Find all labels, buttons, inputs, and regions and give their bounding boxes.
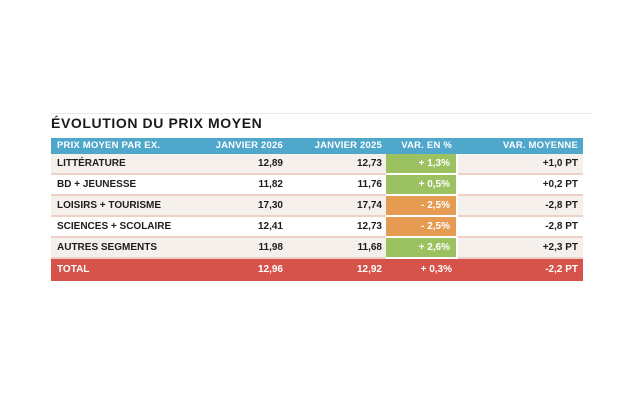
- row-label: LOISIRS + TOURISME: [51, 196, 197, 217]
- page-title: ÉVOLUTION DU PRIX MOYEN: [51, 115, 263, 131]
- var-average: +2,3 PT: [458, 238, 583, 259]
- table-row: BD + JEUNESSE 11,82 11,76 + 0,5% +0,2 PT: [51, 175, 583, 196]
- total-var-percent: + 0,3%: [420, 264, 452, 275]
- price-2025: 12,73: [287, 217, 386, 238]
- total-label: TOTAL: [57, 264, 90, 275]
- var-average: +0,2 PT: [458, 175, 583, 196]
- var-percent-badge: + 2,6%: [386, 238, 458, 259]
- row-label: LITTÉRATURE: [51, 154, 197, 175]
- table-total-row: TOTAL 12,96 12,92 + 0,3% -2,2 PT: [51, 259, 583, 281]
- total-price-2025: 12,92: [356, 264, 382, 275]
- table-row: AUTRES SEGMENTS 11,98 11,68 + 2,6% +2,3 …: [51, 238, 583, 259]
- price-2026: 17,30: [197, 196, 287, 217]
- row-label: AUTRES SEGMENTS: [51, 238, 197, 259]
- total-price-2026: 12,96: [257, 264, 283, 275]
- price-2026: 12,89: [197, 154, 287, 175]
- price-2025: 11,68: [287, 238, 386, 259]
- total-var-average: -2,2 PT: [545, 264, 578, 275]
- header-prix-moyen: PRIX MOYEN PAR EX.: [57, 140, 161, 151]
- header-var-percent: VAR. EN %: [401, 140, 452, 151]
- table-row: SCIENCES + SCOLAIRE 12,41 12,73 - 2,5% -…: [51, 217, 583, 238]
- table-row: LITTÉRATURE 12,89 12,73 + 1,3% +1,0 PT: [51, 154, 583, 175]
- price-evolution-panel: ÉVOLUTION DU PRIX MOYEN PRIX MOYEN PAR E…: [51, 113, 593, 281]
- price-2025: 11,76: [287, 175, 386, 196]
- var-average: -2,8 PT: [458, 217, 583, 238]
- price-2025: 12,73: [287, 154, 386, 175]
- header-var-moyenne: VAR. MOYENNE: [502, 140, 578, 151]
- price-2026: 11,82: [197, 175, 287, 196]
- var-percent-badge: + 1,3%: [386, 154, 458, 175]
- header-janvier-2026: JANVIER 2026: [215, 140, 283, 151]
- header-janvier-2025: JANVIER 2025: [314, 140, 382, 151]
- top-divider: [51, 113, 593, 114]
- var-percent-badge: - 2,5%: [386, 196, 458, 217]
- var-percent-badge: + 0,5%: [386, 175, 458, 196]
- row-label: SCIENCES + SCOLAIRE: [51, 217, 197, 238]
- row-label: BD + JEUNESSE: [51, 175, 197, 196]
- var-average: +1,0 PT: [458, 154, 583, 175]
- price-2026: 11,98: [197, 238, 287, 259]
- price-2026: 12,41: [197, 217, 287, 238]
- table-row: LOISIRS + TOURISME 17,30 17,74 - 2,5% -2…: [51, 196, 583, 217]
- var-average: -2,8 PT: [458, 196, 583, 217]
- table-header-row: PRIX MOYEN PAR EX. JANVIER 2026 JANVIER …: [51, 138, 583, 154]
- var-percent-badge: - 2,5%: [386, 217, 458, 238]
- price-2025: 17,74: [287, 196, 386, 217]
